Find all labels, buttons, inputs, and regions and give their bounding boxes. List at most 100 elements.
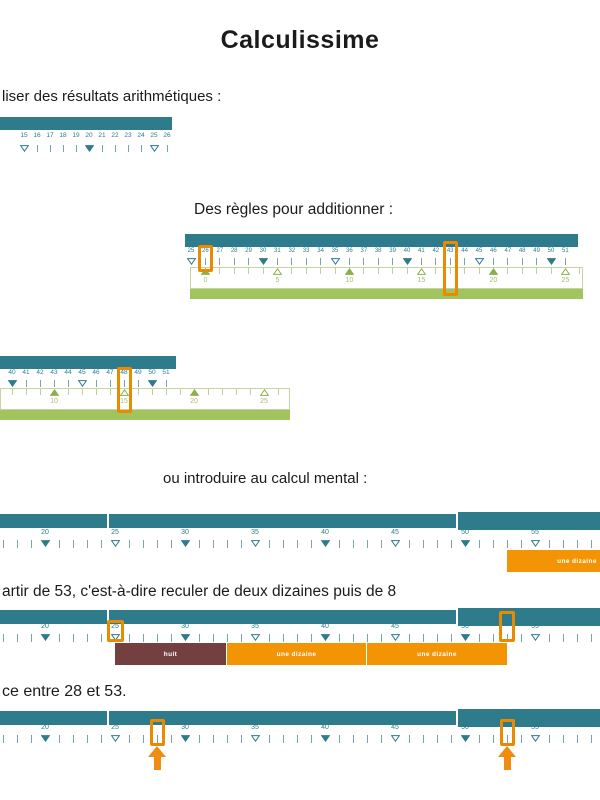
tick-mark: [101, 145, 103, 152]
tick-number: 30: [181, 529, 189, 536]
tick-mark: [123, 380, 125, 387]
tick-mark: [507, 258, 509, 265]
tick-number: 28: [230, 248, 238, 254]
tick-number: 10: [345, 277, 354, 284]
tick-mark: [548, 540, 550, 548]
tick-mark: [579, 268, 581, 274]
tick-mark: [198, 735, 200, 743]
tick-number: 41: [22, 369, 30, 376]
highlight-box: [197, 245, 213, 272]
tick-mark: [233, 268, 235, 274]
tick-number: 31: [274, 248, 281, 254]
tick-mark: [296, 634, 298, 642]
triangle-down-marker: [250, 735, 260, 743]
tick-number: 37: [360, 248, 368, 254]
tick-mark: [366, 634, 368, 642]
tick-number: 55: [531, 529, 539, 536]
tick-mark: [25, 380, 27, 387]
addition-heading: Des règles pour additionner :: [194, 201, 394, 218]
tick-mark: [338, 634, 340, 642]
tick-mark: [207, 389, 209, 395]
tick-number: 19: [72, 132, 80, 139]
tick-mark: [277, 389, 279, 395]
tick-mark: [142, 540, 144, 548]
number-line-bar: [109, 610, 456, 624]
tick-mark: [67, 389, 69, 395]
tick-mark: [435, 258, 437, 265]
tick-mark: [380, 540, 382, 548]
tick-number: 29: [245, 248, 252, 254]
tick-number: 40: [321, 724, 329, 731]
tick-number: 38: [374, 248, 382, 254]
tick-mark: [100, 540, 102, 548]
tick-number: 22: [111, 132, 119, 139]
triangle-up-marker: [272, 267, 283, 275]
tick-number: 33: [302, 248, 310, 254]
triangle-down-marker: [186, 258, 196, 266]
tick-mark: [334, 268, 336, 274]
tick-mark: [590, 540, 592, 548]
tick-mark: [464, 258, 466, 265]
tick-mark: [114, 145, 116, 152]
tick-mark: [420, 258, 422, 265]
tick-number: 20: [190, 398, 198, 405]
bar-label: huit: [163, 650, 178, 658]
tick-number: 35: [331, 248, 339, 254]
tick-mark: [127, 145, 129, 152]
tick-mark: [2, 540, 4, 548]
tick-number: 45: [475, 248, 483, 254]
triangle-down-marker: [40, 540, 50, 548]
tick-mark: [507, 268, 509, 274]
triangle-down-marker: [320, 634, 330, 642]
intro-text: liser des résultats arithmétiques :: [2, 88, 222, 105]
triangle-down-marker: [460, 735, 470, 743]
tick-mark: [16, 634, 18, 642]
tick-mark: [536, 268, 538, 274]
tick-number: 49: [134, 369, 142, 376]
tick-mark: [422, 540, 424, 548]
tick-mark: [128, 634, 130, 642]
une-dizaine-bar: une dizaine: [367, 643, 507, 665]
tick-mark: [380, 634, 382, 642]
tick-mark: [366, 540, 368, 548]
tick-mark: [282, 634, 284, 642]
tick-mark: [564, 258, 566, 265]
tick-mark: [212, 735, 214, 743]
triangle-down-marker: [530, 634, 540, 642]
triangle-down-marker: [110, 735, 120, 743]
tick-mark: [305, 258, 307, 265]
tick-number: 42: [432, 248, 440, 254]
triangle-up-marker: [488, 267, 499, 275]
tick-mark: [352, 735, 354, 743]
tick-mark: [226, 540, 228, 548]
tick-mark: [478, 634, 480, 642]
tick-mark: [590, 634, 592, 642]
tick-mark: [548, 634, 550, 642]
tick-mark: [576, 735, 578, 743]
tick-mark: [408, 634, 410, 642]
page-title: Calculissime: [220, 26, 380, 54]
tick-mark: [58, 540, 60, 548]
tick-number: 45: [78, 369, 86, 376]
tick-number: 25: [561, 277, 570, 284]
tick-mark: [338, 540, 340, 548]
triangle-up-marker: [119, 388, 129, 396]
tick-number: 35: [251, 724, 259, 731]
tick-mark: [550, 268, 552, 274]
triangle-down-marker: [546, 258, 556, 266]
tick-mark: [100, 735, 102, 743]
number-line-bar: [458, 512, 600, 530]
tick-number: 30: [181, 623, 189, 630]
offset-ruler-bar: [0, 410, 290, 420]
offset-ruler-bar: [190, 289, 583, 299]
tick-number: 51: [562, 248, 569, 254]
tick-mark: [406, 268, 408, 274]
triangle-down-marker: [84, 145, 94, 153]
tick-mark: [212, 634, 214, 642]
tick-mark: [536, 258, 538, 265]
tick-mark: [576, 540, 578, 548]
tick-mark: [16, 735, 18, 743]
tick-mark: [520, 735, 522, 743]
tick-mark: [576, 634, 578, 642]
highlight-box: [499, 611, 515, 642]
